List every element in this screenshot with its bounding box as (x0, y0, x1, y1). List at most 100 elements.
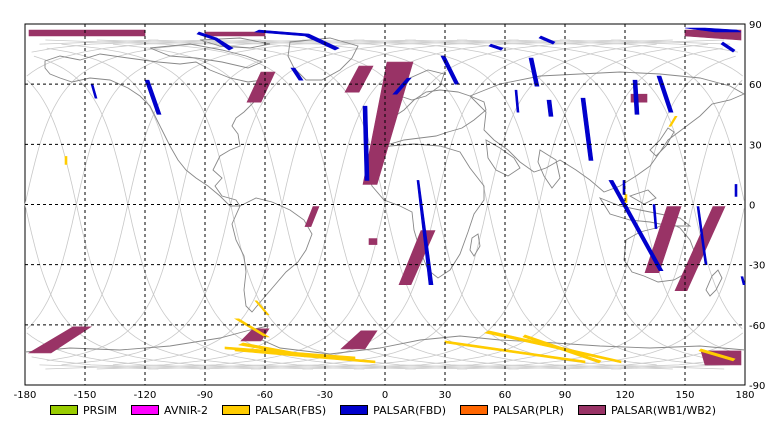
swath-palsar-fbd--32 (652, 204, 658, 229)
swath-palsar-fbs--46 (444, 340, 586, 364)
swath-palsar-fbd--25 (514, 89, 520, 113)
swath-palsar-fbs--45 (234, 348, 376, 364)
ground-track-11-1 (39, 39, 723, 370)
swath-palsar-fbd--28 (580, 97, 594, 161)
swath-palsar-fbd--38 (488, 43, 504, 51)
ground-track-0-0 (24, 39, 745, 370)
swath-palsar-wb1-wb2--4 (344, 65, 374, 93)
legend-label: PALSAR(WB1/WB2) (610, 403, 717, 417)
swath-palsar-fbd--39 (538, 35, 556, 45)
x-tick-label: 90 (559, 390, 572, 401)
ground-track-9-0 (199, 39, 657, 366)
legend-label: AVNIR-2 (164, 403, 208, 417)
ground-track-11-0 (39, 39, 723, 370)
legend-swatch (50, 405, 78, 415)
coast-africa (365, 143, 485, 279)
swath-palsar-fbs--51 (698, 348, 736, 362)
swath-palsar-fbd--29 (632, 79, 640, 115)
y-axis-tick-labels: 90 60 30 0 -30 -60 -90 (749, 20, 765, 392)
swath-palsar-fbd--20 (290, 67, 304, 81)
x-axis-tick-labels: -180 -150 -120 -90 -60 -30 0 30 60 90 120 150 180 (14, 390, 755, 401)
y-tick-label: 0 (749, 201, 755, 212)
ground-track-5-1 (112, 39, 571, 366)
swath-palsar-fbd--31 (608, 180, 664, 272)
legend-swatch (460, 405, 489, 415)
legend-swatch (131, 405, 159, 415)
swath-palsar-fbd--21 (362, 105, 370, 181)
coast-arabia-india (485, 139, 561, 189)
swath-palsar-fbd--30 (656, 75, 674, 113)
legend-item: AVNIR-2 (131, 404, 208, 417)
swath-palsar-fbs--41 (233, 318, 271, 338)
grid-lines (25, 24, 745, 385)
x-tick-label: -60 (257, 390, 273, 401)
swath-palsar-wb1-wb2--14 (340, 330, 378, 350)
swath-palsar-fbs--48 (522, 334, 602, 364)
ground-track-10-0 (250, 39, 709, 366)
legend-label: PALSAR(FBD) (373, 403, 447, 417)
x-tick-label: -30 (317, 390, 333, 401)
x-tick-label: 180 (735, 390, 754, 401)
legend-label: PALSAR(FBS) (254, 403, 327, 417)
swath-palsar-fbd--26 (528, 57, 540, 87)
swath-palsar-fbs--50 (64, 156, 68, 165)
coastlines (24, 37, 746, 355)
observation-swaths (27, 27, 746, 366)
coast-japan (649, 127, 675, 157)
legend-item: PRSIM (50, 404, 117, 417)
swath-palsar-fbd--17 (253, 29, 340, 51)
x-tick-label: 30 (439, 390, 452, 401)
swath-palsar-wb1-wb2--1 (204, 31, 266, 37)
swath-palsar-wb1-wb2--13 (240, 328, 270, 342)
swath-palsar-fbd--33 (696, 206, 708, 266)
swath-palsar-fbd--19 (144, 79, 162, 115)
y-tick-label: 30 (749, 140, 762, 151)
swath-palsar-wb1-wb2--6 (304, 206, 320, 227)
legend-label: PRSIM (83, 403, 117, 417)
legend-label: PALSAR(PLR) (493, 403, 564, 417)
swath-palsar-fbd--27 (546, 99, 554, 117)
y-tick-label: 90 (749, 20, 762, 31)
legend-item: PALSAR(WB1/WB2) (577, 403, 717, 417)
x-tick-label: 0 (382, 390, 388, 401)
coast-indonesia (598, 189, 692, 227)
swath-palsar-fbd--35 (734, 184, 738, 197)
x-tick-label: 60 (499, 390, 512, 401)
swath-palsar-fbd--40 (740, 276, 746, 286)
swath-palsar-wb1-wb2--5 (362, 61, 414, 185)
coast-europe (373, 89, 487, 145)
x-tick-label: -90 (197, 390, 213, 401)
legend-swatch (221, 405, 250, 415)
swath-palsar-fbd--37 (720, 41, 736, 53)
legend: PRSIM AVNIR-2 PALSAR(FBS) PALSAR(FBD) PALSAR… (50, 402, 770, 418)
y-tick-label: -30 (749, 261, 765, 272)
legend-swatch (577, 405, 606, 415)
ground-track-12-0 (31, 39, 736, 370)
ground-track-1-0 (27, 39, 744, 370)
x-tick-label: 150 (675, 390, 694, 401)
ground-track-0-1 (24, 39, 745, 370)
coast-greenland (287, 37, 359, 81)
legend-item: PALSAR(PLR) (460, 404, 564, 417)
swath-palsar-fbd--16 (196, 31, 234, 51)
ground-track-13-0 (26, 39, 743, 370)
swath-palsar-fbs--42 (254, 300, 270, 316)
y-tick-label: -60 (749, 321, 765, 332)
x-tick-label: 120 (615, 390, 634, 401)
coast-scandinavia (399, 69, 445, 101)
coast-madagascar (469, 233, 481, 257)
swath-palsar-fbs--49 (668, 116, 678, 127)
x-tick-label: -120 (134, 390, 157, 401)
swath-palsar-fbd--22 (416, 180, 434, 286)
swath-palsar-wb1-wb2--8 (368, 238, 378, 245)
coast-south-america (231, 197, 313, 313)
legend-item: PALSAR(FBD) (340, 404, 446, 417)
coast-arctic-islands (149, 37, 271, 69)
legend-swatch (340, 405, 369, 415)
y-tick-label: -90 (749, 381, 765, 392)
swath-palsar-wb1-wb2--0 (28, 29, 146, 37)
swath-palsar-fbd--23 (392, 77, 412, 95)
legend-item: PALSAR(FBS) (221, 403, 327, 417)
coast-new-zealand (705, 269, 723, 297)
